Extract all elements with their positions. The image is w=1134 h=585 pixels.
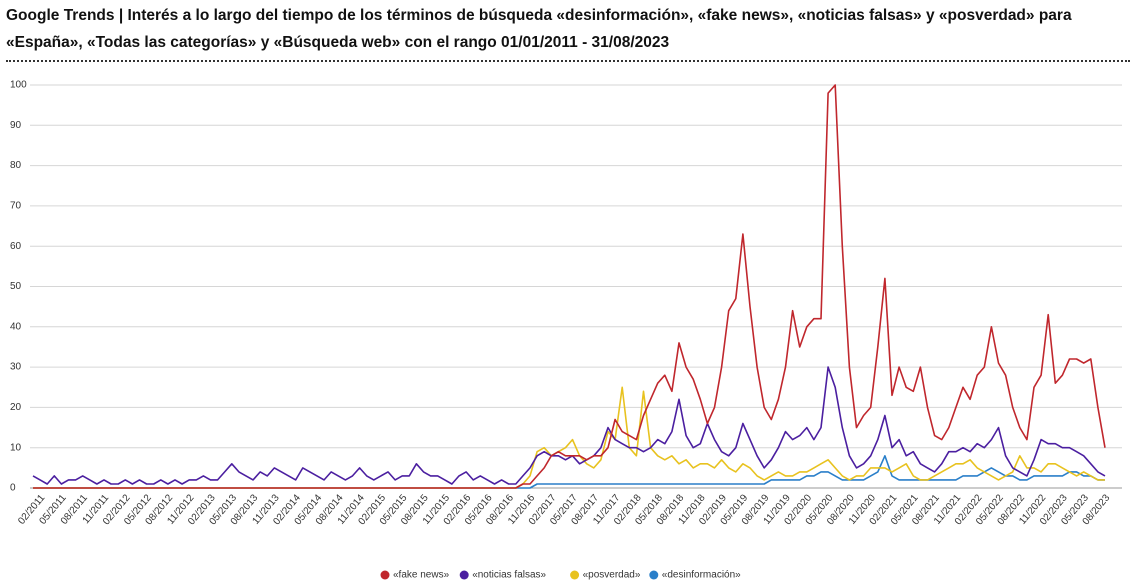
series-line — [33, 386, 1105, 489]
legend-label: «noticias falsas» — [472, 570, 546, 581]
separator — [6, 60, 1130, 62]
y-tick-label: 40 — [10, 321, 22, 332]
series-line — [33, 84, 1106, 489]
y-tick-label: 20 — [10, 402, 22, 413]
legend-marker — [380, 570, 390, 580]
y-tick-label: 0 — [10, 483, 16, 494]
legend-label: «posverdad» — [583, 570, 641, 581]
legend-marker — [570, 570, 580, 580]
legend-label: «fake news» — [393, 570, 450, 581]
y-tick-label: 30 — [10, 362, 22, 373]
y-tick-label: 80 — [10, 160, 22, 171]
legend-label: «desinformación» — [662, 570, 741, 581]
y-tick-label: 10 — [10, 442, 22, 453]
legend-marker — [459, 570, 469, 580]
series-line — [32, 366, 1106, 485]
y-tick-label: 100 — [10, 80, 27, 91]
legend-marker — [649, 570, 659, 580]
y-tick-label: 60 — [10, 241, 22, 252]
y-tick-label: 70 — [10, 201, 22, 212]
y-tick-label: 90 — [10, 120, 22, 131]
chart-title: Google Trends | Interés a lo largo del t… — [6, 7, 1072, 51]
y-tick-label: 50 — [10, 281, 22, 292]
